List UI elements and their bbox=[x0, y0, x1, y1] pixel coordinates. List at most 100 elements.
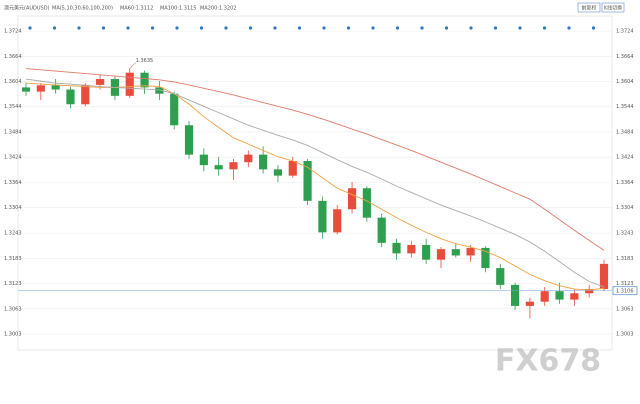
y-tick-label: 1.3484 bbox=[616, 129, 634, 135]
marker-dot bbox=[28, 26, 32, 30]
candle-body bbox=[244, 154, 253, 163]
chart-title: 澳元美元(AUDUSD) bbox=[4, 5, 50, 12]
candle-body bbox=[347, 188, 357, 210]
ma-line bbox=[25, 68, 605, 251]
candle-body bbox=[436, 249, 446, 260]
marker-dot bbox=[77, 26, 81, 30]
y-tick-label: 1.3664 bbox=[616, 54, 634, 60]
y-tick-label: 1.3544 bbox=[616, 104, 634, 110]
candle-body bbox=[303, 160, 312, 201]
candle-body bbox=[422, 244, 431, 260]
candle-body bbox=[362, 188, 371, 218]
candle-body bbox=[184, 125, 194, 155]
candle-body bbox=[481, 247, 490, 269]
legend-text: MA(5,10,30,60,100,200) bbox=[52, 6, 113, 12]
candle-body bbox=[466, 247, 475, 256]
candle-body bbox=[585, 289, 594, 294]
y-tick-label: 1.3544 bbox=[4, 104, 22, 110]
marker-dot bbox=[175, 26, 179, 30]
marker-dot bbox=[52, 26, 57, 30]
plot-frame bbox=[17, 15, 613, 351]
ma-line bbox=[25, 78, 605, 288]
y-tick-label: 1.3484 bbox=[4, 129, 22, 135]
high-label: 1.3635 bbox=[136, 58, 154, 64]
candle-body bbox=[525, 301, 534, 306]
legend-entry: MA200:1.3202 bbox=[200, 6, 236, 12]
candle-body bbox=[318, 200, 327, 233]
candle-body bbox=[21, 87, 31, 92]
marker-dot bbox=[420, 26, 424, 30]
candle-body bbox=[555, 291, 564, 300]
y-tick-label: 1.3604 bbox=[616, 79, 634, 85]
candle-body bbox=[570, 293, 579, 300]
candle-body bbox=[36, 85, 45, 92]
marker-dot bbox=[469, 26, 473, 30]
y-tick-label: 1.3183 bbox=[4, 256, 22, 262]
candle-body bbox=[510, 284, 520, 306]
candle-body bbox=[451, 249, 460, 256]
marker-dot bbox=[371, 26, 375, 30]
marker-dot bbox=[224, 26, 228, 30]
y-tick-label: 1.3003 bbox=[616, 332, 634, 338]
last-price-box bbox=[612, 286, 638, 296]
y-tick-label: 1.3304 bbox=[4, 205, 22, 211]
candle-body bbox=[155, 87, 164, 94]
marker-dot bbox=[567, 26, 571, 30]
marker-dot bbox=[150, 26, 155, 30]
marker-dot bbox=[322, 26, 326, 30]
button-label[interactable]: 前复权 bbox=[581, 5, 596, 12]
candle-body bbox=[599, 263, 609, 290]
button[interactable] bbox=[577, 2, 601, 13]
y-tick-label: 1.3424 bbox=[616, 155, 634, 161]
candle-body bbox=[377, 217, 386, 243]
y-tick-label: 1.3424 bbox=[4, 155, 22, 161]
y-tick-label: 1.3123 bbox=[616, 281, 634, 287]
y-tick-label: 1.3063 bbox=[616, 306, 634, 312]
legend-entry: MA60:1.3112 bbox=[120, 6, 153, 12]
candle-body bbox=[288, 160, 297, 176]
marker-dot bbox=[248, 26, 253, 30]
candle-body bbox=[214, 165, 223, 170]
y-tick-label: 1.3364 bbox=[616, 180, 634, 186]
candle-body bbox=[96, 79, 105, 85]
candle-body bbox=[66, 89, 75, 105]
last-price-label: 1.3106 bbox=[616, 288, 634, 294]
y-tick-label: 1.3243 bbox=[4, 231, 22, 237]
legend-entry: MA100:1.3115 bbox=[160, 6, 196, 12]
y-tick-label: 1.3724 bbox=[616, 29, 634, 35]
candle-body bbox=[392, 242, 401, 254]
candle-body bbox=[140, 72, 149, 88]
marker-dot bbox=[542, 26, 547, 30]
candle-body bbox=[125, 72, 134, 96]
ma-line bbox=[25, 82, 605, 291]
y-tick-label: 1.3304 bbox=[616, 205, 634, 211]
candle-body bbox=[496, 268, 505, 285]
candle-body bbox=[259, 154, 268, 170]
y-tick-label: 1.3183 bbox=[616, 256, 634, 262]
candle-body bbox=[51, 85, 60, 90]
marker-dot bbox=[199, 26, 204, 30]
y-tick-label: 1.3243 bbox=[616, 231, 634, 237]
marker-dot bbox=[518, 26, 522, 30]
candle-body bbox=[540, 291, 549, 302]
candle-body bbox=[170, 93, 179, 126]
button[interactable] bbox=[601, 2, 625, 13]
button-label[interactable]: K线切换 bbox=[604, 5, 622, 12]
candle-body bbox=[199, 154, 208, 166]
y-tick-label: 1.3664 bbox=[4, 54, 22, 60]
candle-body bbox=[273, 169, 283, 176]
y-tick-label: 1.3364 bbox=[4, 180, 22, 186]
y-tick-label: 1.3003 bbox=[4, 332, 22, 338]
marker-dot bbox=[444, 26, 449, 30]
marker-dot bbox=[101, 26, 106, 30]
high-marker bbox=[129, 62, 136, 69]
y-tick-label: 1.3123 bbox=[4, 281, 22, 287]
marker-dot bbox=[591, 26, 596, 30]
candle-body bbox=[81, 84, 90, 105]
marker-dot bbox=[493, 26, 498, 30]
marker-dot bbox=[395, 26, 400, 30]
y-tick-label: 1.3724 bbox=[4, 29, 22, 35]
marker-dot bbox=[126, 26, 130, 30]
